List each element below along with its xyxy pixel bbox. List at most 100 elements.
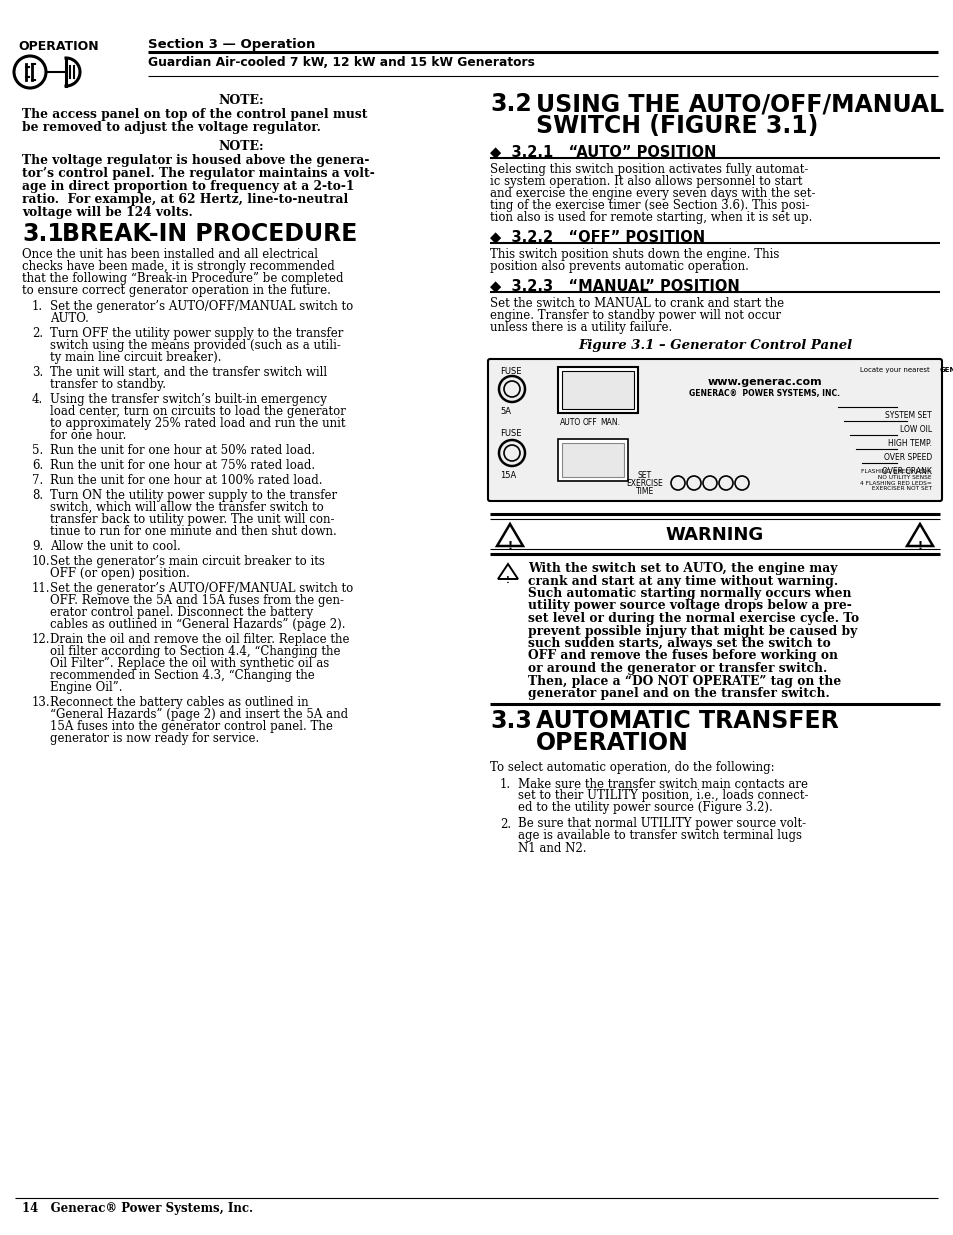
Text: N1 and N2.: N1 and N2. (517, 841, 586, 855)
Text: ting of the exercise timer (see Section 3.6). This posi-: ting of the exercise timer (see Section … (490, 199, 809, 212)
FancyBboxPatch shape (488, 359, 941, 501)
Text: generator is now ready for service.: generator is now ready for service. (50, 732, 259, 745)
Text: MAN.: MAN. (599, 417, 619, 427)
Text: recommended in Section 4.3, “Changing the: recommended in Section 4.3, “Changing th… (50, 669, 314, 682)
Text: ty main line circuit breaker).: ty main line circuit breaker). (50, 351, 221, 364)
Text: OVER CRANK: OVER CRANK (882, 467, 931, 475)
Text: Turn OFF the utility power supply to the transfer: Turn OFF the utility power supply to the… (50, 327, 343, 340)
Text: GENERAC: GENERAC (939, 367, 953, 373)
Text: transfer to standby.: transfer to standby. (50, 378, 166, 391)
Bar (558, 438, 627, 480)
Text: 2.: 2. (499, 818, 511, 830)
Text: SYSTEM SET: SYSTEM SET (884, 411, 931, 420)
Text: 15A fuses into the generator control panel. The: 15A fuses into the generator control pan… (50, 720, 333, 734)
Text: tinue to run for one minute and then shut down.: tinue to run for one minute and then shu… (50, 525, 336, 538)
Text: Set the generator’s AUTO/OFF/MANUAL switch to: Set the generator’s AUTO/OFF/MANUAL swit… (50, 300, 353, 312)
Text: checks have been made, it is strongly recommended: checks have been made, it is strongly re… (22, 261, 335, 273)
Text: The voltage regulator is housed above the genera-: The voltage regulator is housed above th… (22, 154, 369, 167)
Text: AUTO.: AUTO. (50, 312, 89, 325)
Text: Once the unit has been installed and all electrical: Once the unit has been installed and all… (22, 248, 317, 261)
Text: 5.: 5. (32, 445, 43, 457)
Text: Set the generator’s main circuit breaker to its: Set the generator’s main circuit breaker… (50, 555, 325, 568)
Text: 13.: 13. (32, 697, 51, 709)
Text: age in direct proportion to frequency at a 2-to-1: age in direct proportion to frequency at… (22, 180, 354, 193)
Bar (561, 443, 623, 477)
Text: 3.2: 3.2 (490, 91, 531, 116)
Text: oil filter according to Section 4.4, “Changing the: oil filter according to Section 4.4, “Ch… (50, 645, 340, 658)
Text: set to their UTILITY position, i.e., loads connect-: set to their UTILITY position, i.e., loa… (517, 789, 807, 803)
Text: Reconnect the battery cables as outlined in: Reconnect the battery cables as outlined… (50, 697, 309, 709)
Text: GENERAC®  POWER SYSTEMS, INC.: GENERAC® POWER SYSTEMS, INC. (689, 389, 840, 398)
Text: This switch position shuts down the engine. This: This switch position shuts down the engi… (490, 248, 779, 261)
Text: SET: SET (638, 471, 652, 480)
Text: generator panel and on the transfer switch.: generator panel and on the transfer swit… (527, 687, 829, 700)
Text: switch, which will allow the transfer switch to: switch, which will allow the transfer sw… (50, 501, 323, 514)
Text: 14   Generac® Power Systems, Inc.: 14 Generac® Power Systems, Inc. (22, 1202, 253, 1215)
Text: 3.: 3. (32, 366, 43, 379)
Text: Figure 3.1 – Generator Control Panel: Figure 3.1 – Generator Control Panel (578, 338, 851, 352)
Text: FLASHING GREEN LED=
  NO UTILITY SENSE
4 FLASHING RED LEDS=
  EXERCISER NOT SET: FLASHING GREEN LED= NO UTILITY SENSE 4 F… (860, 469, 931, 492)
Text: Set the switch to MANUAL to crank and start the: Set the switch to MANUAL to crank and st… (490, 296, 783, 310)
Bar (558, 367, 638, 412)
Text: With the switch set to AUTO, the engine may: With the switch set to AUTO, the engine … (527, 562, 837, 576)
Text: 1.: 1. (499, 778, 511, 790)
Text: The access panel on top of the control panel must: The access panel on top of the control p… (22, 107, 367, 121)
Text: USING THE AUTO/OFF/MANUAL: USING THE AUTO/OFF/MANUAL (536, 91, 943, 116)
Text: ◆  3.2.1   “AUTO” POSITION: ◆ 3.2.1 “AUTO” POSITION (490, 144, 716, 159)
Text: Section 3 — Operation: Section 3 — Operation (148, 38, 315, 51)
Text: Allow the unit to cool.: Allow the unit to cool. (50, 540, 180, 553)
Text: 6.: 6. (32, 459, 43, 472)
Text: crank and start at any time without warning.: crank and start at any time without warn… (527, 574, 838, 588)
Text: The unit will start, and the transfer switch will: The unit will start, and the transfer sw… (50, 366, 327, 379)
Text: OPERATION: OPERATION (536, 731, 688, 756)
Text: 15A: 15A (499, 471, 516, 480)
Text: 3.3: 3.3 (490, 709, 532, 734)
Text: LOW OIL: LOW OIL (899, 425, 931, 433)
Text: 2.: 2. (32, 327, 43, 340)
Text: to ensure correct generator operation in the future.: to ensure correct generator operation in… (22, 284, 331, 296)
Text: Using the transfer switch’s built-in emergency: Using the transfer switch’s built-in eme… (50, 393, 327, 406)
Text: Run the unit for one hour at 50% rated load.: Run the unit for one hour at 50% rated l… (50, 445, 314, 457)
Text: Locate your nearest: Locate your nearest (859, 367, 931, 373)
Text: ratio.  For example, at 62 Hertz, line-to-neutral: ratio. For example, at 62 Hertz, line-to… (22, 193, 348, 206)
Bar (561, 370, 634, 409)
Text: position also prevents automatic operation.: position also prevents automatic operati… (490, 261, 748, 273)
Text: !: ! (507, 541, 512, 551)
Text: 1.: 1. (32, 300, 43, 312)
Text: AUTO: AUTO (559, 417, 580, 427)
Text: 11.: 11. (32, 582, 51, 595)
Text: 5A: 5A (499, 408, 511, 416)
Text: and exercise the engine every seven days with the set-: and exercise the engine every seven days… (490, 186, 815, 200)
Text: ed to the utility power source (Figure 3.2).: ed to the utility power source (Figure 3… (517, 802, 772, 815)
Text: AUTOMATIC TRANSFER: AUTOMATIC TRANSFER (536, 709, 838, 734)
Text: tion also is used for remote starting, when it is set up.: tion also is used for remote starting, w… (490, 211, 812, 224)
Text: erator control panel. Disconnect the battery: erator control panel. Disconnect the bat… (50, 606, 313, 619)
Text: for one hour.: for one hour. (50, 429, 126, 442)
Text: 10.: 10. (32, 555, 51, 568)
Text: OPERATION: OPERATION (18, 40, 98, 53)
Text: Guardian Air-cooled 7 kW, 12 kW and 15 kW Generators: Guardian Air-cooled 7 kW, 12 kW and 15 k… (148, 56, 535, 69)
Text: “General Hazards” (page 2) and insert the 5A and: “General Hazards” (page 2) and insert th… (50, 708, 348, 721)
Text: TIME: TIME (636, 487, 654, 496)
Text: Turn ON the utility power supply to the transfer: Turn ON the utility power supply to the … (50, 489, 336, 501)
Text: be removed to adjust the voltage regulator.: be removed to adjust the voltage regulat… (22, 121, 320, 135)
Text: Make sure the transfer switch main contacts are: Make sure the transfer switch main conta… (517, 778, 807, 790)
Text: Set the generator’s AUTO/OFF/MANUAL switch to: Set the generator’s AUTO/OFF/MANUAL swit… (50, 582, 353, 595)
Text: tor’s control panel. The regulator maintains a volt-: tor’s control panel. The regulator maint… (22, 167, 375, 180)
Text: 4.: 4. (32, 393, 43, 406)
Text: Run the unit for one hour at 75% rated load.: Run the unit for one hour at 75% rated l… (50, 459, 314, 472)
Text: SWITCH (FIGURE 3.1): SWITCH (FIGURE 3.1) (536, 114, 818, 138)
Text: OVER SPEED: OVER SPEED (882, 453, 931, 462)
Text: Such automatic starting normally occurs when: Such automatic starting normally occurs … (527, 587, 851, 600)
Text: ◆  3.2.3   “MANUAL” POSITION: ◆ 3.2.3 “MANUAL” POSITION (490, 278, 739, 293)
Text: 12.: 12. (32, 634, 51, 646)
Text: Drain the oil and remove the oil filter. Replace the: Drain the oil and remove the oil filter.… (50, 634, 349, 646)
Text: transfer back to utility power. The unit will con-: transfer back to utility power. The unit… (50, 513, 335, 526)
Text: NOTE:: NOTE: (218, 140, 264, 153)
Text: 7.: 7. (32, 474, 43, 487)
Text: Engine Oil”.: Engine Oil”. (50, 680, 122, 694)
Text: !: ! (505, 576, 510, 585)
Text: that the following “Break-in Procedure” be completed: that the following “Break-in Procedure” … (22, 272, 343, 285)
Text: ic system operation. It also allows personnel to start: ic system operation. It also allows pers… (490, 175, 801, 188)
Text: !: ! (917, 541, 922, 551)
